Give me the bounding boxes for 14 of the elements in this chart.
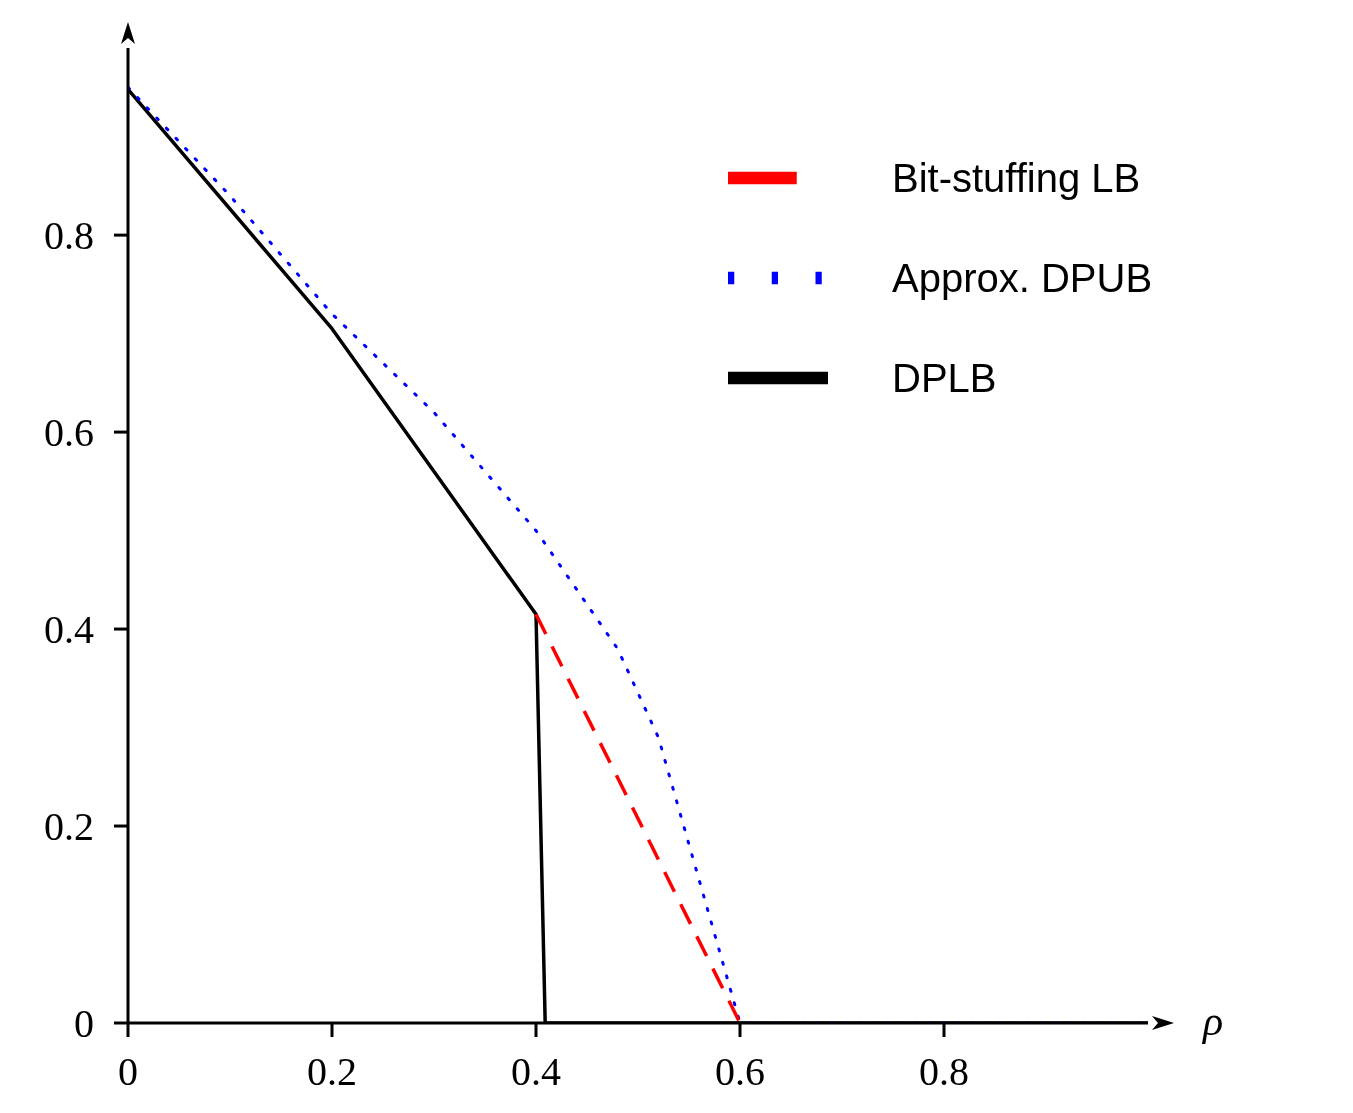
x-tick-label: 0.2	[307, 1049, 357, 1095]
x-tick-label: 0	[118, 1049, 138, 1095]
x-tick-label: 0.4	[511, 1049, 561, 1095]
y-tick-label: 0.8	[44, 213, 94, 259]
x-tick-label: 0.6	[715, 1049, 765, 1095]
y-tick-label: 0.4	[44, 607, 94, 653]
x-tick-label: 0.8	[919, 1049, 969, 1095]
legend-label: Approx. DPUB	[891, 255, 1153, 300]
legend-label: DPLB	[891, 355, 997, 400]
y-tick-label: 0.2	[44, 804, 94, 850]
y-tick-label: 0	[74, 1001, 94, 1047]
legend-label: Bit-stuffing LB	[891, 155, 1141, 200]
x-axis-title: ρ	[1200, 998, 1224, 1044]
y-tick-label: 0.6	[44, 410, 94, 456]
